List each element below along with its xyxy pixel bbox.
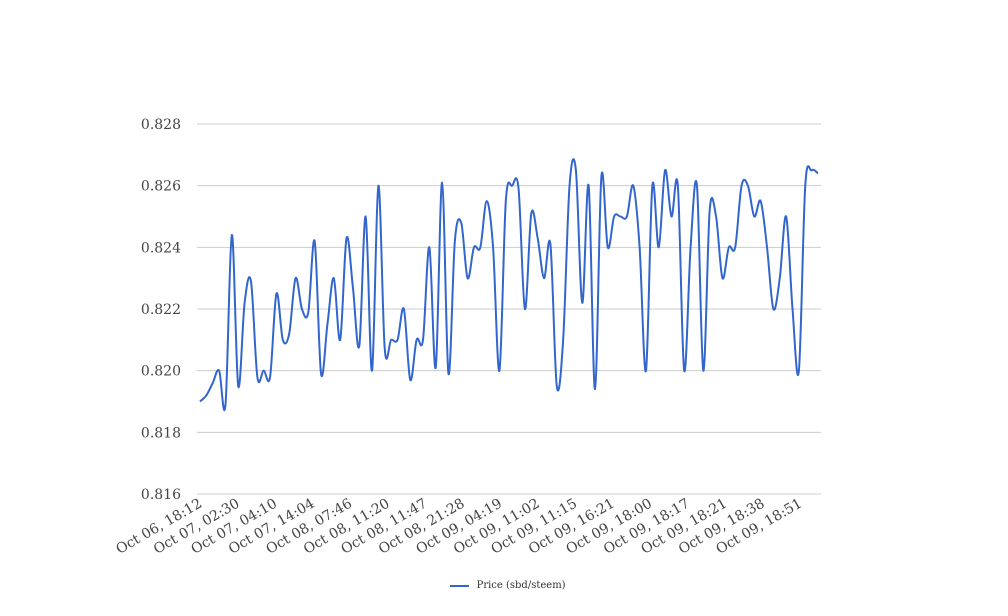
legend: Price (sbd/steem): [0, 580, 1008, 591]
series-line: [199, 158, 819, 411]
y-axis-tick-labels: 0.816 0.818 0.820 0.822 0.824 0.826 0.828: [141, 117, 181, 503]
series-layer: [199, 158, 819, 411]
y-tick-label: 0.822: [141, 302, 181, 318]
y-tick-label: 0.828: [141, 117, 181, 133]
y-tick-label: 0.818: [141, 425, 181, 441]
y-tick-label: 0.826: [141, 179, 181, 195]
legend-swatch: [450, 584, 470, 587]
y-tick-label: 0.816: [141, 487, 181, 503]
y-tick-label: 0.824: [141, 240, 181, 256]
legend-label: Price (sbd/steem): [476, 580, 566, 591]
y-tick-label: 0.820: [141, 364, 181, 380]
gridlines: [197, 123, 821, 495]
